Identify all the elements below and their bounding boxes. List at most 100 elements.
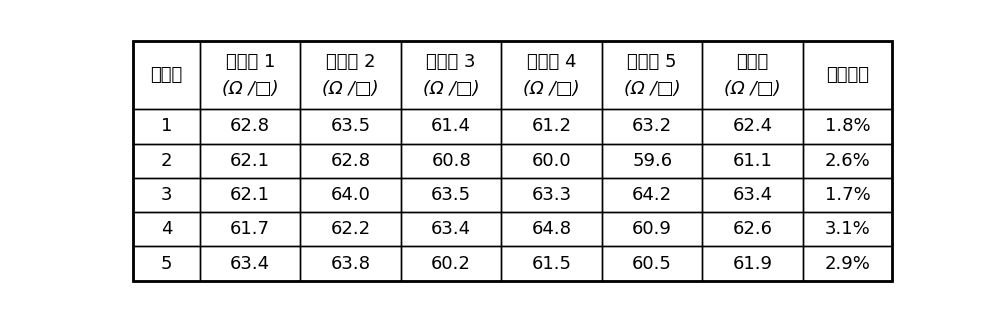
Text: 60.9: 60.9 xyxy=(632,220,672,238)
Text: 62.6: 62.6 xyxy=(733,220,773,238)
Bar xyxy=(300,212,401,247)
Text: 1: 1 xyxy=(161,117,172,135)
Bar xyxy=(501,247,602,281)
Text: 63.3: 63.3 xyxy=(532,186,572,204)
Text: 61.2: 61.2 xyxy=(532,117,572,135)
Text: (Ω /□): (Ω /□) xyxy=(423,80,479,98)
Bar xyxy=(200,41,300,109)
Text: 3: 3 xyxy=(161,186,172,204)
Text: 2: 2 xyxy=(161,152,172,170)
Text: 5: 5 xyxy=(161,255,172,273)
Text: 63.5: 63.5 xyxy=(431,186,471,204)
Bar xyxy=(300,41,401,109)
Text: 1.7%: 1.7% xyxy=(825,186,870,204)
Text: 测试点 2: 测试点 2 xyxy=(326,53,375,71)
Text: 63.2: 63.2 xyxy=(632,117,672,135)
Text: 64.8: 64.8 xyxy=(532,220,572,238)
Text: 64.0: 64.0 xyxy=(331,186,371,204)
Bar xyxy=(501,178,602,212)
Text: 62.8: 62.8 xyxy=(230,117,270,135)
Bar xyxy=(501,143,602,178)
Bar xyxy=(602,178,702,212)
Bar xyxy=(702,41,803,109)
Text: 2.6%: 2.6% xyxy=(825,152,870,170)
Bar xyxy=(401,143,501,178)
Text: 61.7: 61.7 xyxy=(230,220,270,238)
Bar xyxy=(200,109,300,143)
Bar xyxy=(803,247,892,281)
Text: 测试点 4: 测试点 4 xyxy=(527,53,576,71)
Bar xyxy=(401,109,501,143)
Text: (Ω /□): (Ω /□) xyxy=(322,80,379,98)
Bar xyxy=(602,247,702,281)
Text: 测试点 5: 测试点 5 xyxy=(627,53,677,71)
Bar xyxy=(300,178,401,212)
Bar xyxy=(401,212,501,247)
Bar xyxy=(702,178,803,212)
Text: 63.4: 63.4 xyxy=(733,186,773,204)
Bar xyxy=(133,41,200,109)
Text: 不均匀度: 不均匀度 xyxy=(826,66,869,84)
Text: 60.0: 60.0 xyxy=(532,152,571,170)
Bar xyxy=(803,212,892,247)
Text: 3.1%: 3.1% xyxy=(825,220,870,238)
Text: 61.1: 61.1 xyxy=(733,152,773,170)
Text: 62.1: 62.1 xyxy=(230,186,270,204)
Text: 61.5: 61.5 xyxy=(532,255,572,273)
Bar xyxy=(401,247,501,281)
Bar xyxy=(501,109,602,143)
Text: 样品号: 样品号 xyxy=(150,66,182,84)
Text: 4: 4 xyxy=(161,220,172,238)
Bar xyxy=(501,212,602,247)
Bar xyxy=(803,41,892,109)
Bar xyxy=(133,178,200,212)
Bar xyxy=(133,109,200,143)
Text: 63.8: 63.8 xyxy=(331,255,371,273)
Bar xyxy=(133,247,200,281)
Text: 63.4: 63.4 xyxy=(431,220,471,238)
Text: (Ω /□): (Ω /□) xyxy=(724,80,781,98)
Text: 测试点 1: 测试点 1 xyxy=(226,53,275,71)
Text: (Ω /□): (Ω /□) xyxy=(523,80,580,98)
Text: 62.8: 62.8 xyxy=(331,152,371,170)
Text: (Ω /□): (Ω /□) xyxy=(222,80,279,98)
Bar xyxy=(200,247,300,281)
Text: 61.4: 61.4 xyxy=(431,117,471,135)
Bar xyxy=(300,143,401,178)
Text: 61.9: 61.9 xyxy=(733,255,773,273)
Bar xyxy=(602,41,702,109)
Bar xyxy=(300,109,401,143)
Bar xyxy=(702,143,803,178)
Bar xyxy=(602,212,702,247)
Text: 59.6: 59.6 xyxy=(632,152,672,170)
Bar xyxy=(803,178,892,212)
Text: 测试点 3: 测试点 3 xyxy=(426,53,476,71)
Bar xyxy=(300,247,401,281)
Text: 62.2: 62.2 xyxy=(331,220,371,238)
Bar xyxy=(702,109,803,143)
Bar xyxy=(133,143,200,178)
Text: 平均値: 平均値 xyxy=(736,53,769,71)
Bar xyxy=(200,143,300,178)
Text: 63.5: 63.5 xyxy=(331,117,371,135)
Text: 60.2: 60.2 xyxy=(431,255,471,273)
Text: 60.8: 60.8 xyxy=(431,152,471,170)
Bar xyxy=(200,212,300,247)
Bar xyxy=(702,247,803,281)
Bar xyxy=(401,178,501,212)
Bar xyxy=(803,109,892,143)
Bar xyxy=(501,41,602,109)
Text: 60.5: 60.5 xyxy=(632,255,672,273)
Text: 2.9%: 2.9% xyxy=(825,255,870,273)
Text: (Ω /□): (Ω /□) xyxy=(624,80,680,98)
Text: 62.4: 62.4 xyxy=(733,117,773,135)
Bar xyxy=(133,212,200,247)
Bar xyxy=(602,109,702,143)
Text: 64.2: 64.2 xyxy=(632,186,672,204)
Bar xyxy=(702,212,803,247)
Bar xyxy=(200,178,300,212)
Text: 63.4: 63.4 xyxy=(230,255,270,273)
Bar xyxy=(602,143,702,178)
Bar xyxy=(803,143,892,178)
Text: 1.8%: 1.8% xyxy=(825,117,870,135)
